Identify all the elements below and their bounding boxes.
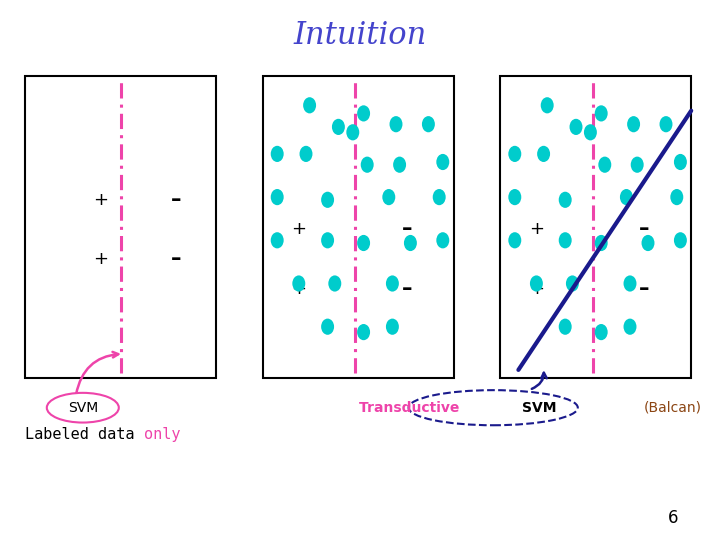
Ellipse shape: [559, 232, 572, 248]
Text: +: +: [529, 220, 544, 239]
Ellipse shape: [624, 319, 636, 335]
Ellipse shape: [559, 319, 572, 335]
Text: (Balcan): (Balcan): [644, 401, 702, 415]
Ellipse shape: [570, 119, 582, 135]
Text: –: –: [402, 279, 412, 299]
Ellipse shape: [631, 157, 644, 173]
Text: Transductive: Transductive: [359, 401, 464, 415]
Text: Intuition: Intuition: [293, 19, 427, 51]
Ellipse shape: [674, 154, 687, 170]
Bar: [263, 76, 454, 378]
Ellipse shape: [357, 235, 370, 251]
Ellipse shape: [559, 192, 572, 208]
Ellipse shape: [328, 275, 341, 292]
Text: –: –: [402, 219, 412, 240]
Ellipse shape: [390, 116, 402, 132]
Ellipse shape: [566, 275, 579, 292]
Ellipse shape: [393, 157, 406, 173]
Ellipse shape: [386, 319, 399, 335]
Ellipse shape: [642, 235, 654, 251]
Ellipse shape: [541, 97, 554, 113]
Ellipse shape: [436, 154, 449, 170]
Ellipse shape: [422, 116, 435, 132]
Ellipse shape: [321, 232, 334, 248]
Text: SVM: SVM: [522, 401, 557, 415]
Ellipse shape: [382, 189, 395, 205]
Ellipse shape: [409, 390, 578, 426]
Ellipse shape: [357, 324, 370, 340]
Ellipse shape: [537, 146, 550, 162]
Ellipse shape: [595, 235, 608, 251]
Bar: [25, 76, 216, 378]
Bar: [500, 76, 691, 378]
Ellipse shape: [346, 124, 359, 140]
Ellipse shape: [386, 275, 399, 292]
Ellipse shape: [627, 116, 640, 132]
Ellipse shape: [584, 124, 597, 140]
Ellipse shape: [595, 105, 608, 122]
Ellipse shape: [332, 119, 345, 135]
Text: +: +: [292, 220, 306, 239]
Text: –: –: [639, 279, 649, 299]
Text: +: +: [292, 280, 306, 298]
Text: 6: 6: [668, 509, 678, 528]
Ellipse shape: [508, 232, 521, 248]
Ellipse shape: [530, 275, 543, 292]
Ellipse shape: [508, 189, 521, 205]
Ellipse shape: [670, 189, 683, 205]
Ellipse shape: [303, 97, 316, 113]
Ellipse shape: [300, 146, 312, 162]
Ellipse shape: [404, 235, 417, 251]
Ellipse shape: [674, 232, 687, 248]
Ellipse shape: [357, 105, 370, 122]
Ellipse shape: [436, 232, 449, 248]
Text: +: +: [529, 280, 544, 298]
Text: –: –: [171, 249, 181, 269]
Ellipse shape: [361, 157, 374, 173]
Ellipse shape: [508, 146, 521, 162]
Text: –: –: [639, 219, 649, 240]
Ellipse shape: [620, 189, 633, 205]
Ellipse shape: [595, 324, 608, 340]
Text: +: +: [94, 191, 108, 209]
Text: –: –: [171, 190, 181, 210]
Ellipse shape: [321, 192, 334, 208]
Ellipse shape: [660, 116, 672, 132]
Ellipse shape: [271, 232, 284, 248]
Text: Labeled data: Labeled data: [25, 427, 144, 442]
Text: only: only: [144, 427, 181, 442]
Ellipse shape: [433, 189, 446, 205]
Ellipse shape: [321, 319, 334, 335]
Ellipse shape: [271, 146, 284, 162]
Text: SVM: SVM: [68, 401, 98, 415]
Ellipse shape: [292, 275, 305, 292]
Ellipse shape: [598, 157, 611, 173]
Ellipse shape: [624, 275, 636, 292]
Ellipse shape: [271, 189, 284, 205]
Ellipse shape: [47, 393, 119, 422]
Text: +: +: [94, 250, 108, 268]
